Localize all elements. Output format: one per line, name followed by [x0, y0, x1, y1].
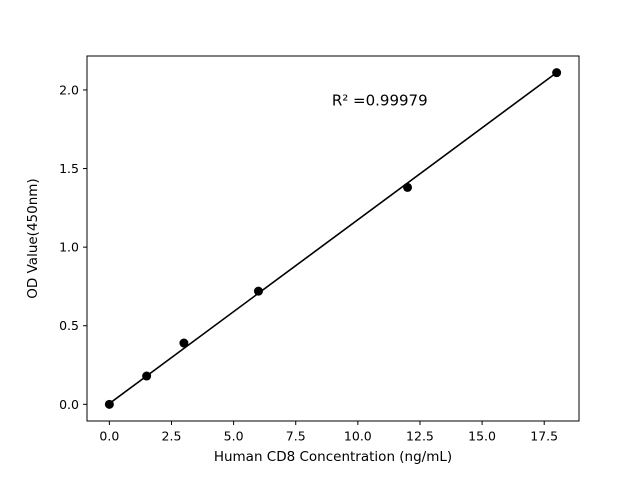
y-tick-label: 0.5	[59, 318, 79, 333]
x-tick-label: 15.0	[468, 429, 496, 444]
x-tick-label: 17.5	[530, 429, 558, 444]
y-tick-label: 1.0	[59, 240, 79, 255]
fit-line	[108, 72, 558, 405]
x-tick-label: 10.0	[344, 429, 372, 444]
data-point	[104, 399, 114, 409]
plot-border	[86, 55, 580, 422]
data-point	[179, 338, 189, 348]
y-tick-label: 0.0	[59, 397, 79, 412]
x-tick-label: 0.0	[99, 429, 119, 444]
x-tick-label: 12.5	[406, 429, 434, 444]
r-squared-annotation: R² =0.99979	[332, 91, 428, 109]
x-tick-label: 7.5	[286, 429, 306, 444]
data-point	[142, 371, 152, 381]
y-tick-label: 1.5	[59, 161, 79, 176]
y-axis-label: OD Value(450nm)	[25, 178, 41, 298]
x-axis-label: Human CD8 Concentration (ng/mL)	[214, 449, 452, 465]
x-tick-label: 5.0	[224, 429, 244, 444]
x-tick-label: 2.5	[162, 429, 182, 444]
data-point	[552, 68, 562, 78]
data-point	[253, 286, 263, 296]
data-point	[403, 182, 413, 192]
y-tick-label: 2.0	[59, 82, 79, 97]
